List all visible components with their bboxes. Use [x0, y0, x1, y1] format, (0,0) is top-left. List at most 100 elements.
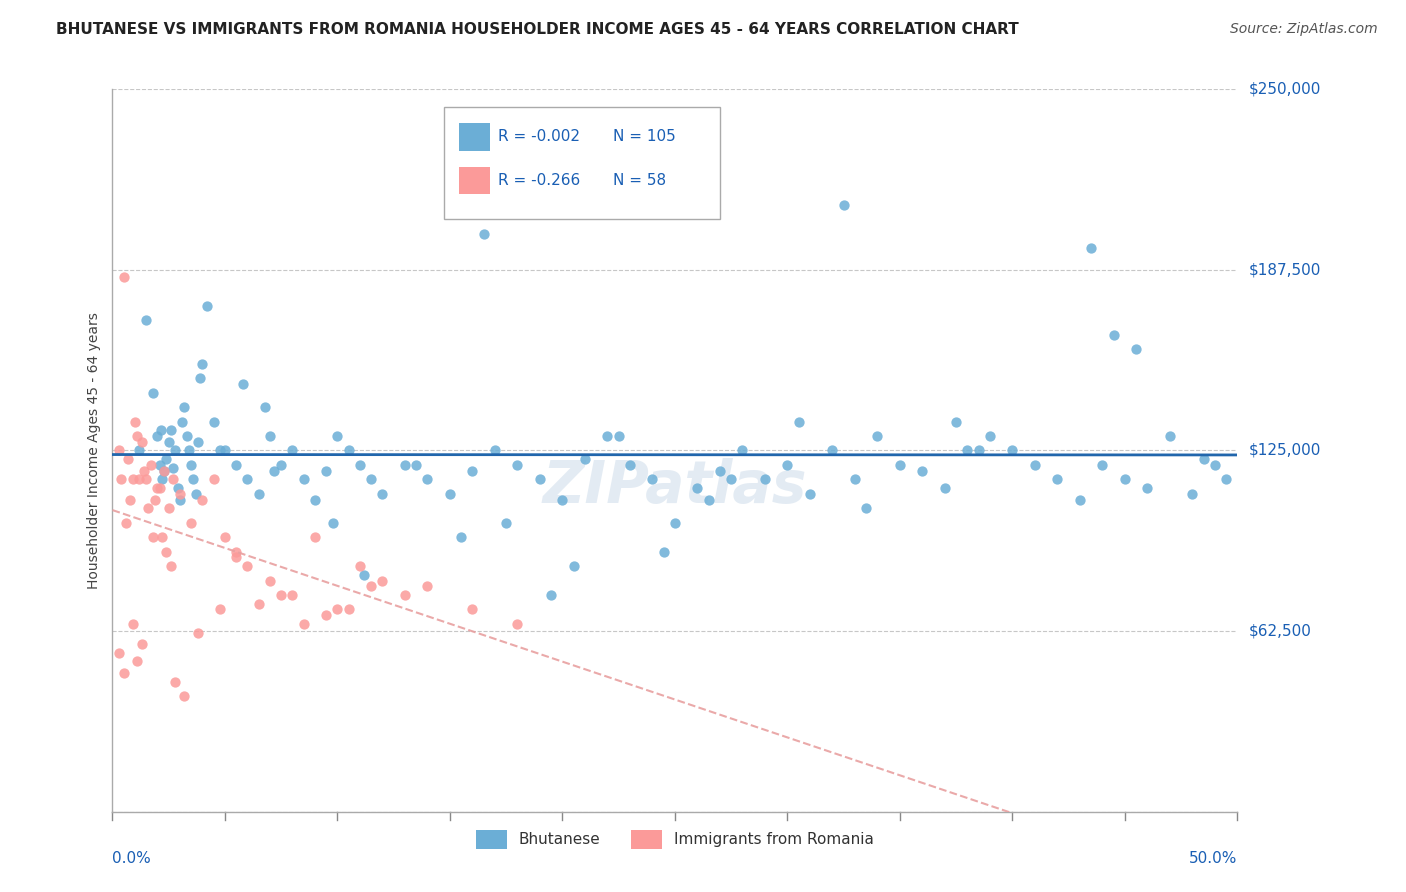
- Point: [337, 602, 360, 616]
- Point: [149, 423, 172, 437]
- Point: [394, 588, 416, 602]
- Point: [202, 415, 225, 429]
- Point: [162, 472, 184, 486]
- Point: [281, 588, 304, 602]
- Point: [394, 458, 416, 472]
- Point: [165, 674, 187, 689]
- Point: [934, 481, 956, 495]
- Point: [776, 458, 799, 472]
- Point: [108, 443, 131, 458]
- Point: [160, 423, 183, 437]
- Point: [247, 487, 270, 501]
- Point: [149, 481, 172, 495]
- Point: [360, 472, 382, 486]
- Point: [281, 443, 304, 458]
- Point: [652, 544, 675, 558]
- Point: [270, 588, 292, 602]
- Text: ZIPatlas: ZIPatlas: [543, 458, 807, 515]
- Point: [236, 559, 259, 574]
- Point: [832, 198, 855, 212]
- Point: [574, 452, 596, 467]
- Point: [416, 579, 439, 593]
- Point: [202, 472, 225, 486]
- Point: [371, 487, 394, 501]
- Point: [754, 472, 776, 486]
- Point: [225, 458, 247, 472]
- Point: [169, 487, 191, 501]
- Point: [131, 434, 153, 449]
- Point: [263, 464, 285, 478]
- Point: [686, 481, 709, 495]
- Point: [1136, 481, 1159, 495]
- Point: [187, 625, 209, 640]
- Point: [596, 429, 619, 443]
- Point: [173, 400, 195, 414]
- Point: [155, 544, 177, 558]
- Point: [117, 452, 139, 467]
- Point: [120, 492, 142, 507]
- Point: [1046, 472, 1069, 486]
- Bar: [458, 167, 491, 194]
- Text: 0.0%: 0.0%: [112, 851, 152, 865]
- Point: [1080, 241, 1102, 255]
- Point: [326, 429, 349, 443]
- Point: [450, 530, 472, 544]
- Point: [607, 429, 630, 443]
- Point: [371, 574, 394, 588]
- Point: [176, 429, 198, 443]
- Point: [191, 357, 214, 371]
- Point: [495, 516, 517, 530]
- Point: [112, 665, 135, 680]
- Point: [787, 415, 810, 429]
- Point: [1181, 487, 1204, 501]
- Point: [619, 458, 641, 472]
- Text: BHUTANESE VS IMMIGRANTS FROM ROMANIA HOUSEHOLDER INCOME AGES 45 - 64 YEARS CORRE: BHUTANESE VS IMMIGRANTS FROM ROMANIA HOU…: [56, 22, 1019, 37]
- Point: [157, 501, 180, 516]
- Point: [112, 270, 135, 285]
- Point: [254, 400, 277, 414]
- Point: [484, 443, 506, 458]
- Point: [945, 415, 967, 429]
- Point: [225, 550, 247, 565]
- Point: [191, 492, 214, 507]
- Point: [911, 464, 934, 478]
- Point: [1114, 472, 1136, 486]
- Point: [180, 516, 202, 530]
- Point: [821, 443, 844, 458]
- Point: [1001, 443, 1024, 458]
- Point: [540, 588, 562, 602]
- Point: [128, 443, 150, 458]
- Point: [259, 429, 281, 443]
- Point: [110, 472, 132, 486]
- Point: [183, 472, 205, 486]
- Text: N = 105: N = 105: [613, 129, 676, 145]
- Point: [139, 458, 162, 472]
- Point: [165, 443, 187, 458]
- Point: [472, 227, 495, 241]
- Point: [259, 574, 281, 588]
- Point: [236, 472, 259, 486]
- Point: [150, 472, 173, 486]
- Point: [177, 443, 200, 458]
- FancyBboxPatch shape: [444, 107, 720, 219]
- Point: [416, 472, 439, 486]
- Point: [115, 516, 138, 530]
- Point: [979, 429, 1001, 443]
- Point: [1125, 343, 1147, 357]
- Point: [866, 429, 889, 443]
- Point: [169, 492, 191, 507]
- Point: [315, 464, 337, 478]
- Point: [150, 530, 173, 544]
- Point: [195, 299, 218, 313]
- Point: [562, 559, 585, 574]
- Point: [153, 464, 176, 478]
- Point: [1024, 458, 1046, 472]
- Point: [127, 429, 149, 443]
- Point: [461, 464, 484, 478]
- Point: [1091, 458, 1114, 472]
- Point: [124, 415, 146, 429]
- Point: [304, 492, 326, 507]
- Point: [551, 492, 574, 507]
- Point: [214, 530, 236, 544]
- Point: [353, 567, 375, 582]
